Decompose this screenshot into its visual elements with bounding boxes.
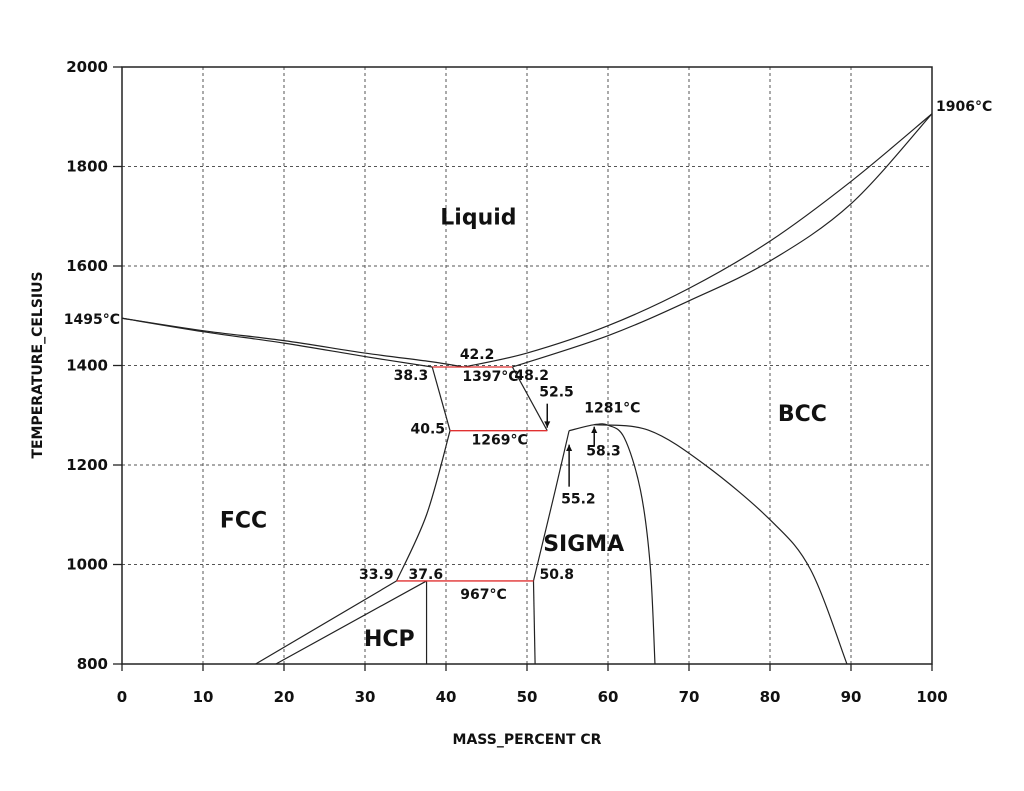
axis-ticks: 0 10 20 30 40 50 60 70 80 90 100 800 1000 1200 1400 160… <box>66 58 947 706</box>
annotation-label: 48.2 <box>514 368 549 384</box>
region-label-bcc: BCC <box>778 402 827 427</box>
x-tick-label: 90 <box>841 688 862 706</box>
y-tick-label: 1000 <box>66 556 108 574</box>
boundary-solidus-fe <box>121 317 433 368</box>
x-tick-label: 30 <box>355 688 376 706</box>
y-tick-label: 1400 <box>66 357 108 375</box>
boundary-bcc-sigma-boundary <box>511 366 548 431</box>
boundary-fcc-boundary-low <box>396 430 451 582</box>
x-tick-label: 60 <box>598 688 619 706</box>
isotherms <box>396 366 548 582</box>
region-label-hcp: HCP <box>364 627 415 652</box>
x-tick-label: 70 <box>679 688 700 706</box>
x-tick-label: 10 <box>193 688 214 706</box>
annotation-label: 1281°C <box>584 401 640 417</box>
arrow-52-5-head <box>544 421 551 428</box>
x-tick-label: 100 <box>916 688 947 706</box>
phase-boundaries <box>121 113 933 665</box>
y-axis-title: TEMPERATURE_CELSIUS <box>30 271 46 458</box>
annotation-label: 42.2 <box>460 347 495 363</box>
annotation-label: 37.6 <box>409 567 444 583</box>
x-tick-label: 0 <box>117 688 127 706</box>
annotation-label: 38.3 <box>394 368 429 384</box>
y-tick-label: 1200 <box>66 456 108 474</box>
boundary-hcp-fcc-lower <box>275 580 427 665</box>
annotation-label: 50.8 <box>539 567 574 583</box>
boundary-bcc-solvus <box>594 424 848 665</box>
arrow-58-3-head <box>591 426 598 434</box>
x-axis-title: MASS_PERCENT CR <box>453 732 602 748</box>
x-tick-label: 40 <box>436 688 457 706</box>
y-tick-label: 1800 <box>66 158 108 176</box>
y-tick-label: 2000 <box>66 58 108 76</box>
annotation-label: 1906°C <box>936 99 992 115</box>
annotation-arrows <box>544 403 598 487</box>
boundary-solidus-cr <box>512 113 933 368</box>
y-tick-label: 1600 <box>66 257 108 275</box>
y-tick-label: 800 <box>77 655 108 673</box>
boundary-sigma-left <box>532 430 570 582</box>
annotation-label: 1495°C <box>64 312 120 328</box>
arrow-55-2-head <box>566 444 573 451</box>
annotation-label: 40.5 <box>411 422 446 438</box>
boundary-fcc-sigma-boundary <box>431 366 451 431</box>
x-tick-label: 80 <box>760 688 781 706</box>
region-label-liquid: Liquid <box>440 205 516 230</box>
annotation-label: 33.9 <box>359 567 394 583</box>
boundary-liquidus-fe <box>121 317 464 368</box>
annotation-label: 52.5 <box>539 385 574 401</box>
annotation-label: 58.3 <box>586 444 621 460</box>
region-label-sigma: SIGMA <box>543 532 624 557</box>
boundary-sigma-left-lower <box>532 580 536 665</box>
annotation-label: 967°C <box>460 587 507 603</box>
annotation-label: 1397°C <box>462 369 518 385</box>
x-tick-label: 20 <box>274 688 295 706</box>
labels: Liquid BCC FCC SIGMA HCP 1495°C 1906°C 42.2 38.3… <box>64 99 993 652</box>
annotation-label: 55.2 <box>561 492 596 508</box>
region-label-fcc: FCC <box>220 509 267 534</box>
annotation-label: 1269°C <box>472 433 528 449</box>
boundary-liquidus-cr <box>463 113 933 368</box>
grid <box>122 67 932 664</box>
boundary-hcp-fcc-upper <box>255 580 397 665</box>
x-tick-label: 50 <box>517 688 538 706</box>
